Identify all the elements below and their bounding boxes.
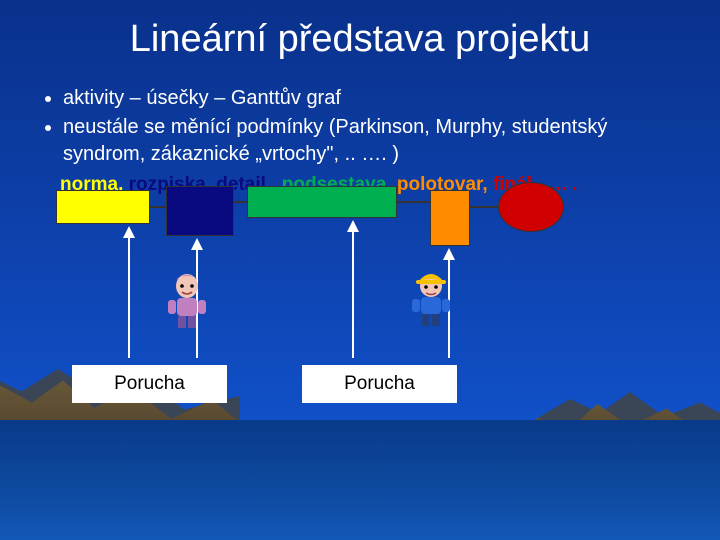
green_rect xyxy=(247,186,397,218)
connector-line xyxy=(397,201,430,203)
arrow-head-icon xyxy=(123,226,135,238)
connector-line xyxy=(234,201,247,203)
sea-background xyxy=(0,420,720,540)
red_ellipse xyxy=(498,182,564,232)
bullet-item: neustále se měnící podmínky (Parkinson, … xyxy=(63,114,690,168)
person-figure-icon xyxy=(160,270,214,330)
arrow-head-icon xyxy=(191,238,203,250)
orange_rect xyxy=(430,190,470,246)
bullet-item: aktivity – úsečky – Ganttův graf xyxy=(63,85,690,112)
arrow-head-icon xyxy=(443,248,455,260)
connector-line xyxy=(470,206,498,208)
bullet-list: aktivity – úsečky – Ganttův graf neustál… xyxy=(45,85,690,170)
connector-line xyxy=(150,206,166,208)
worker-figure-icon xyxy=(404,268,458,328)
arrow-line xyxy=(352,230,354,358)
slide-title: Lineární představa projektu xyxy=(0,18,720,61)
arrow-line xyxy=(128,236,130,358)
yellow_rect xyxy=(56,190,150,224)
porucha-box: Porucha xyxy=(302,365,457,403)
blue_rect xyxy=(166,186,234,236)
porucha-label: Porucha xyxy=(344,373,415,394)
arrow-head-icon xyxy=(347,220,359,232)
porucha-box: Porucha xyxy=(72,365,227,403)
porucha-label: Porucha xyxy=(114,373,185,394)
